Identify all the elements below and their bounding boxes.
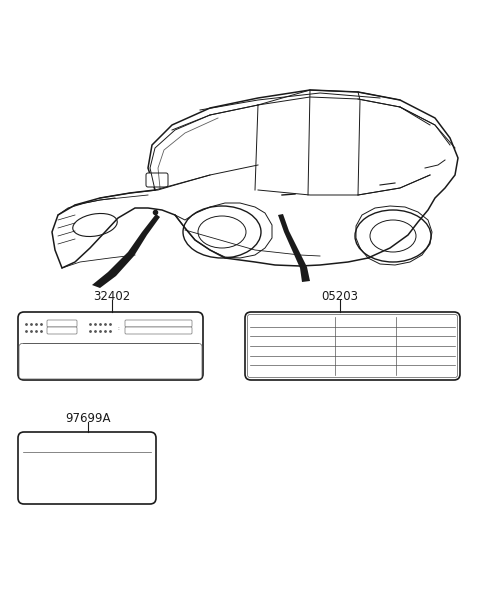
FancyBboxPatch shape [18,312,203,380]
Text: 32402: 32402 [94,290,131,303]
FancyBboxPatch shape [18,432,156,504]
FancyBboxPatch shape [248,315,457,378]
Polygon shape [92,214,160,288]
FancyBboxPatch shape [125,320,192,327]
FancyBboxPatch shape [19,343,202,379]
FancyBboxPatch shape [47,327,77,334]
FancyBboxPatch shape [47,320,77,327]
Text: 05203: 05203 [322,290,359,303]
FancyBboxPatch shape [245,312,460,380]
FancyBboxPatch shape [125,327,192,334]
FancyBboxPatch shape [146,173,168,187]
Polygon shape [278,214,310,282]
Text: 97699A: 97699A [65,412,111,425]
Text: :: : [117,326,119,330]
